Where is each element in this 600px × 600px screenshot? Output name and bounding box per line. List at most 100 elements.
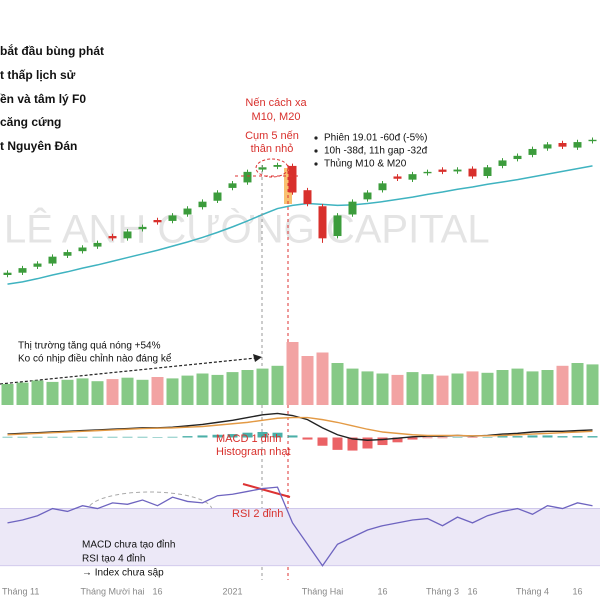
annotation: RSI 2 đỉnh	[232, 508, 283, 520]
volume-bar	[76, 378, 89, 405]
x-tick-label: Tháng 3	[426, 586, 459, 596]
histogram-bar	[452, 437, 463, 438]
volume-bar	[481, 372, 494, 405]
volume-bar	[361, 371, 374, 405]
volume-bar	[346, 368, 359, 405]
volume-bar	[46, 381, 59, 405]
histogram-bar	[62, 436, 73, 438]
candle-body	[18, 268, 27, 273]
histogram-bar	[527, 435, 538, 438]
volume-bar	[331, 363, 344, 405]
annotation: bắt đầu bùng phát	[0, 43, 104, 58]
annotation: Nến cách xa	[245, 97, 307, 109]
histogram-bar	[17, 436, 28, 438]
histogram-bar	[152, 437, 163, 438]
histogram-bar	[557, 436, 568, 438]
volume-bar	[151, 377, 164, 405]
volume-bar	[31, 380, 44, 405]
annotation: t thấp lịch sử	[0, 68, 76, 82]
annotation: Thủng M10 & M20	[324, 158, 407, 170]
candle-body	[543, 144, 552, 149]
volume-bar	[211, 374, 224, 405]
candle-body	[573, 142, 582, 148]
histogram-bar	[482, 437, 493, 438]
annotation: MACD chưa tạo đỉnh	[82, 539, 175, 551]
volume-bar	[496, 370, 509, 405]
volume-bar	[121, 377, 134, 405]
x-tick-label: 16	[152, 586, 162, 596]
candle-body	[48, 256, 57, 264]
annotation: M10, M20	[252, 111, 301, 123]
candle-body	[588, 139, 597, 142]
candle-body	[468, 168, 477, 177]
x-tick-label: 16	[467, 586, 477, 596]
annotation: → Index chưa sập	[82, 568, 164, 579]
histogram-bar	[242, 432, 253, 438]
histogram-bar	[107, 436, 118, 438]
x-tick-label: Tháng Mười hai	[81, 586, 145, 596]
histogram-bar	[317, 437, 328, 446]
annotation: Cụm 5 nến	[245, 130, 299, 142]
candle-body	[273, 165, 282, 167]
circle-mark	[255, 158, 289, 178]
histogram-bar	[407, 437, 418, 440]
x-tick-label: 16	[377, 586, 387, 596]
watermark: LÊ ANH CƯỜNG CAPITAL	[4, 207, 490, 252]
bullet	[314, 149, 318, 153]
candle-body	[93, 242, 102, 247]
histogram-bar	[587, 436, 598, 438]
volume-bar	[376, 373, 389, 405]
candle-body	[528, 148, 537, 155]
histogram-bar	[467, 437, 478, 438]
candle-body	[78, 247, 87, 252]
candle-body	[438, 169, 447, 172]
annotation: Phiên 19.01 -60đ (-5%)	[324, 133, 427, 144]
volume-bar	[556, 365, 569, 405]
volume-bar	[586, 364, 599, 405]
volume-bar	[61, 379, 74, 405]
histogram-bar	[197, 435, 208, 438]
volume-bar	[301, 356, 314, 405]
candle-body	[348, 201, 357, 215]
histogram-bar	[47, 436, 58, 438]
candle-body	[453, 169, 462, 172]
macd-line	[7, 416, 593, 437]
candle-body	[393, 176, 402, 179]
volume-bar	[271, 365, 284, 405]
candle-body	[483, 167, 492, 176]
annotation: MACD 1 đỉnh	[216, 433, 281, 445]
volume-bar	[421, 374, 434, 405]
histogram-bar	[212, 434, 223, 438]
histogram-bar	[77, 436, 88, 438]
volume-bar	[181, 375, 194, 405]
bullet	[314, 136, 318, 140]
candle-body	[288, 165, 297, 193]
histogram-bar	[377, 437, 388, 446]
histogram-bar	[287, 435, 298, 438]
candle-body	[333, 215, 342, 237]
candle-body	[228, 183, 237, 188]
candle-body	[168, 215, 177, 221]
annotation: căng cứng	[0, 115, 61, 129]
candle-body	[213, 192, 222, 201]
x-tick-label: Tháng Hai	[302, 586, 344, 596]
candle-body	[198, 201, 207, 208]
x-tick-label: Tháng 4	[516, 586, 549, 596]
annotation: Ko có nhịp điều chỉnh nào đáng kể	[18, 353, 172, 365]
histogram-bar	[362, 437, 373, 449]
histogram-bar	[497, 436, 508, 438]
x-tick-label: 2021	[222, 586, 242, 596]
histogram-bar	[332, 437, 343, 450]
bullet	[314, 162, 318, 166]
x-tick-label: 16	[572, 586, 582, 596]
candle-body	[318, 206, 327, 239]
arrow-head	[253, 354, 262, 362]
ma-line	[7, 165, 593, 285]
histogram-bar	[392, 437, 403, 443]
volume-bar	[1, 384, 14, 405]
candle-body	[153, 220, 162, 223]
candle-body	[513, 155, 522, 160]
